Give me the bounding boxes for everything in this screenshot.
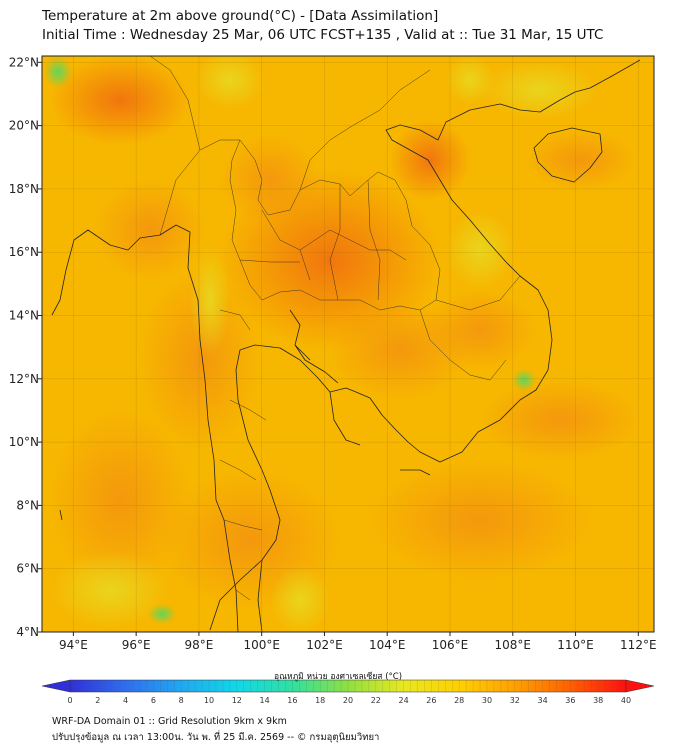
colorbar-tick-label: 38 xyxy=(593,696,603,705)
colorbar-tick-label: 12 xyxy=(232,696,242,705)
x-tick-label: 100°E xyxy=(243,638,280,652)
x-tick-label: 104°E xyxy=(369,638,406,652)
colorbar-tick-label: 18 xyxy=(315,696,325,705)
y-tick-label: 10°N xyxy=(9,435,39,449)
y-tick-label: 8°N xyxy=(16,498,39,512)
y-tick-label: 6°N xyxy=(16,562,39,576)
y-tick-label: 12°N xyxy=(9,372,39,386)
colorbar-tick-label: 24 xyxy=(399,696,409,705)
colorbar: 0 2 4 6 8 10 12 14 16 18 20 22 24 26 28 30 32 34 36 38 40 xyxy=(41,679,655,705)
colorbar-tick-label: 6 xyxy=(151,696,156,705)
y-tick-label: 20°N xyxy=(9,119,39,133)
x-tick-label: 94°E xyxy=(59,638,88,652)
x-tick-label: 110°E xyxy=(557,638,594,652)
colorbar-tick-label: 8 xyxy=(179,696,184,705)
colorbar-tick-label: 28 xyxy=(454,696,464,705)
map-subtitle: Initial Time : Wednesday 25 Mar, 06 UTC … xyxy=(42,27,604,43)
x-tick-label: 108°E xyxy=(495,638,532,652)
y-tick-label: 16°N xyxy=(9,245,39,259)
colorbar-min-arrow xyxy=(41,679,71,693)
y-tick-label: 18°N xyxy=(9,182,39,196)
colorbar-tick-label: 32 xyxy=(510,696,520,705)
colorbar-tick-label: 26 xyxy=(426,696,436,705)
x-tick-label: 96°E xyxy=(122,638,151,652)
x-tick-label: 106°E xyxy=(432,638,469,652)
colorbar-tick-label: 36 xyxy=(565,696,575,705)
colorbar-tick-label: 16 xyxy=(287,696,297,705)
colorbar-tick-label: 4 xyxy=(123,696,128,705)
temperature-field xyxy=(42,56,654,632)
map-title: Temperature at 2m above ground(°C) - [Da… xyxy=(42,8,439,24)
colorbar-tick-label: 0 xyxy=(67,696,72,705)
colorbar-label: อุณหภูมิ หน่วย องศาเซลเซียส (°C) xyxy=(273,672,403,682)
colorbar-tick-label: 34 xyxy=(538,696,548,705)
x-tick-label: 102°E xyxy=(306,638,343,652)
colorbar-tick-label: 22 xyxy=(371,696,381,705)
colorbar-tick-label: 14 xyxy=(260,696,270,705)
y-tick-label: 22°N xyxy=(9,55,39,69)
colorbar-tick-label: 30 xyxy=(482,696,492,705)
colorbar-max-arrow xyxy=(625,679,655,693)
colorbar-tick-label: 20 xyxy=(343,696,353,705)
colorbar-tick-label: 40 xyxy=(621,696,631,705)
y-tick-label: 4°N xyxy=(16,625,39,639)
map-frame xyxy=(41,55,655,633)
x-tick-label: 112°E xyxy=(620,638,657,652)
colorbar-tick-label: 10 xyxy=(204,696,214,705)
footer-line-1: WRF-DA Domain 01 :: Grid Resolution 9km … xyxy=(52,716,287,727)
x-tick-label: 98°E xyxy=(184,638,213,652)
footer-line-2: ปรับปรุงข้อมูล ณ เวลา 13:00น. วัน พ. ที่… xyxy=(52,732,380,743)
colorbar-tick-label: 2 xyxy=(95,696,100,705)
y-tick-label: 14°N xyxy=(9,309,39,323)
